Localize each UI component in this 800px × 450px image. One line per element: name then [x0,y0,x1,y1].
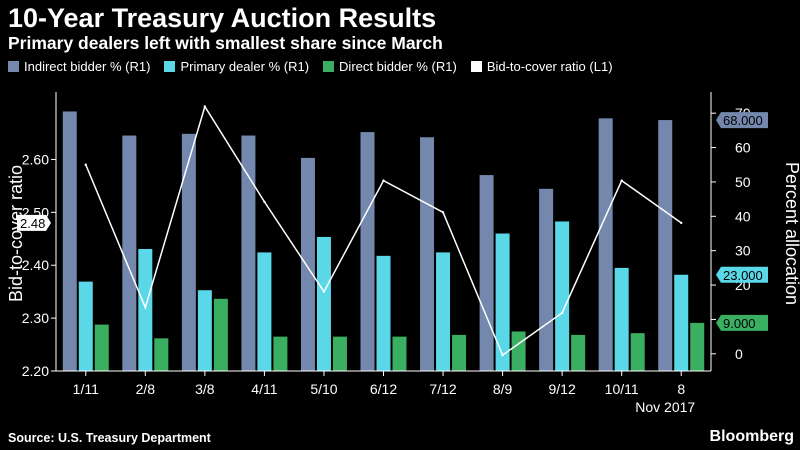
bar-indirect-5 [360,132,375,371]
x-tick-label-7: 8/9 [493,381,513,397]
bar-indirect-7 [479,175,494,371]
bar-direct-4 [332,336,347,371]
legend-label-indirect: Indirect bidder % (R1) [24,59,151,74]
callout-dealer-tag [716,266,768,283]
ratio-point-3 [263,200,266,203]
right-tick-label-0: 0 [735,346,743,362]
chart-subtitle: Primary dealers left with smallest share… [8,33,443,53]
bar-indirect-9 [598,118,613,371]
bar-indirect-6 [420,137,435,371]
bar-indirect-1 [122,135,137,371]
callout-ratio-tag [17,214,51,231]
legend-swatch-ratio [470,61,482,72]
ratio-point-7 [501,353,504,357]
x-tick-label-1: 2/8 [136,381,156,397]
callout-direct-label: 9.000 [723,316,756,331]
callout-indirect-tag [716,112,768,129]
bar-indirect-2 [181,133,196,371]
x-category-note: Nov 2017 [635,399,695,415]
ratio-point-2 [203,105,207,108]
bar-dealer-3 [257,252,272,371]
bar-indirect-3 [241,135,256,371]
bar-dealer-1 [138,248,153,371]
legend-item-indirect: Indirect bidder % (R1) [8,59,150,74]
bar-dealer-4 [316,236,331,371]
legend-swatch-dealer [164,61,176,72]
ratio-point-4 [322,290,326,293]
bar-dealer-6 [436,252,451,371]
legend-label-dealer: Primary dealer % (R1) [180,59,310,74]
legend-swatch-indirect [8,61,19,72]
bar-dealer-7 [495,233,510,371]
x-tick-label-2: 3/8 [195,381,215,397]
bar-dealer-2 [197,290,212,371]
left-axis-title: Bid-to-cover ratio [6,165,26,302]
legend-item-dealer: Primary dealer % (R1) [164,59,309,74]
bar-dealer-9 [614,267,629,371]
bar-dealer-5 [376,255,391,371]
callout-indirect-label: 68.000 [723,113,763,128]
x-tick-label-8: 9/12 [549,381,576,397]
chart-title: 10-Year Treasury Auction Results [8,3,437,33]
right-tick-label-6: 60 [735,140,751,156]
callout-ratio-label: 2.48 [20,216,45,231]
right-tick-label-4: 40 [735,208,751,224]
legend: Indirect bidder % (R1) Primary dealer % … [8,59,627,74]
left-tick-label-4: 2.60 [22,151,49,167]
x-tick-label-0: 1/11 [73,381,99,397]
x-tick-label-5: 6/12 [370,381,397,397]
legend-label-ratio: Bid-to-cover ratio (L1) [486,59,613,74]
bar-direct-3 [273,336,288,371]
ratio-point-8 [560,311,564,315]
bar-dealer-8 [555,221,570,371]
x-tick-label-3: 4/11 [251,381,277,397]
bar-direct-1 [154,338,169,371]
right-tick-label-3: 30 [735,243,751,259]
bar-indirect-4 [300,157,315,371]
bar-dealer-0 [78,281,93,371]
ratio-point-0 [84,163,87,166]
ratio-point-10 [680,221,683,225]
bar-direct-2 [213,298,228,371]
legend-item-direct: Direct bidder % (R1) [323,59,457,74]
x-tick-label-6: 7/12 [429,381,456,397]
bar-direct-6 [452,334,467,371]
x-tick-label-4: 5/10 [310,381,337,397]
bar-direct-0 [94,324,109,371]
ratio-point-5 [382,179,385,182]
bar-indirect-10 [658,120,673,371]
legend-label-direct: Direct bidder % (R1) [339,59,457,74]
ratio-point-6 [441,211,445,214]
source-note: Source: U.S. Treasury Department [8,431,211,445]
legend-item-ratio: Bid-to-cover ratio (L1) [470,59,613,74]
ratio-point-1 [144,306,147,309]
left-tick-label-2: 2.40 [22,257,49,273]
callout-dealer-label: 23.000 [723,268,763,283]
right-tick-label-5: 50 [735,174,751,190]
left-tick-label-1: 2.30 [22,310,49,326]
callout-direct-tag [716,314,768,331]
bar-direct-5 [392,336,407,371]
bar-indirect-0 [62,111,77,371]
right-axis-title: Percent allocation [782,162,800,305]
legend-swatch-direct [323,61,335,72]
left-tick-label-0: 2.20 [22,363,49,379]
ratio-point-9 [620,179,623,182]
bar-indirect-8 [539,188,554,371]
x-tick-label-10: 8 [677,381,685,397]
bar-direct-8 [571,334,586,371]
bar-direct-9 [630,333,645,371]
x-tick-label-9: 10/11 [605,381,639,397]
bar-direct-7 [511,331,526,371]
bar-dealer-10 [674,274,689,371]
bar-direct-10 [690,322,705,371]
brand-logo: Bloomberg [709,428,794,445]
